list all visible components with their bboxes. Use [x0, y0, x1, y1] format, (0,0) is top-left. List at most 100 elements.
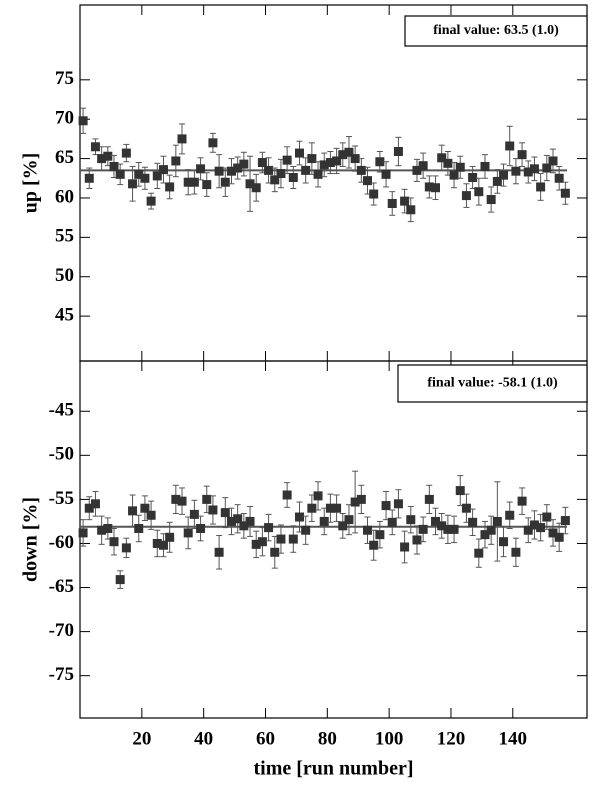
- point: [78, 116, 88, 126]
- point: [400, 542, 410, 552]
- y-tick-label: 50: [55, 265, 74, 286]
- y-tick-label: -75: [49, 664, 74, 685]
- point: [350, 497, 360, 507]
- point: [369, 540, 379, 550]
- point: [226, 516, 236, 526]
- point: [226, 166, 236, 176]
- point: [288, 172, 298, 182]
- point: [257, 537, 267, 547]
- y-tick-label: -60: [49, 532, 74, 553]
- point: [233, 163, 243, 173]
- point: [97, 154, 107, 164]
- point: [134, 523, 144, 533]
- point: [536, 182, 546, 192]
- point: [245, 516, 255, 526]
- x-tick-label: 60: [256, 728, 275, 749]
- point: [325, 158, 335, 168]
- point: [424, 182, 434, 192]
- point: [233, 514, 243, 524]
- point: [208, 138, 218, 148]
- point: [474, 187, 484, 197]
- x-tick-label: 140: [499, 728, 528, 749]
- point: [344, 515, 354, 525]
- y-tick-label: 75: [55, 68, 74, 89]
- point: [196, 523, 206, 533]
- point: [356, 494, 366, 504]
- point: [536, 523, 546, 533]
- point: [523, 167, 533, 177]
- point: [393, 499, 403, 509]
- point: [523, 525, 533, 535]
- y-tick-label: 45: [55, 304, 74, 325]
- x-tick-label: 100: [375, 728, 404, 749]
- point: [461, 191, 471, 201]
- point: [239, 521, 249, 531]
- point: [554, 532, 564, 542]
- point: [171, 494, 181, 504]
- point: [455, 162, 465, 172]
- point: [158, 540, 168, 550]
- point: [146, 510, 156, 520]
- point: [202, 180, 212, 190]
- point: [115, 575, 125, 585]
- point: [486, 195, 496, 205]
- point: [449, 170, 459, 180]
- point: [239, 159, 249, 169]
- point: [529, 520, 539, 530]
- point: [103, 523, 113, 533]
- point: [406, 205, 416, 215]
- point: [492, 176, 502, 186]
- point: [128, 506, 138, 516]
- x-tick-label: 20: [132, 728, 151, 749]
- point: [492, 516, 502, 526]
- point: [245, 179, 255, 189]
- point: [84, 173, 94, 183]
- point: [140, 173, 150, 183]
- y-tick-label: 60: [55, 186, 74, 207]
- point: [208, 505, 218, 515]
- point: [251, 539, 261, 549]
- point: [183, 177, 193, 187]
- point: [505, 141, 515, 151]
- point: [220, 177, 230, 187]
- point: [406, 515, 416, 525]
- y-tick-label: -50: [49, 444, 74, 465]
- point: [319, 516, 329, 526]
- plot-frame: [79, 4, 588, 362]
- point: [468, 172, 478, 182]
- annotation-box: [397, 364, 588, 403]
- y-axis-label: up [%]: [20, 153, 42, 214]
- point: [437, 153, 447, 163]
- y-tick-label: -55: [49, 488, 74, 509]
- y-tick-label: -45: [49, 400, 74, 421]
- point: [109, 537, 119, 547]
- point: [109, 161, 119, 171]
- point: [313, 169, 323, 179]
- point: [90, 142, 100, 152]
- point: [369, 189, 379, 199]
- point: [542, 512, 552, 522]
- point: [158, 165, 168, 175]
- point: [214, 547, 224, 557]
- point: [344, 147, 354, 157]
- point: [165, 182, 175, 192]
- point: [270, 175, 280, 185]
- y-axis-label: down [%]: [20, 497, 42, 582]
- point: [270, 547, 280, 557]
- y-tick-label: 70: [55, 108, 74, 129]
- point: [165, 532, 175, 542]
- point: [480, 530, 490, 540]
- point: [90, 499, 100, 509]
- point: [449, 524, 459, 534]
- point: [332, 156, 342, 166]
- point: [486, 525, 496, 535]
- x-tick-label: 120: [437, 728, 466, 749]
- x-tick-label: 40: [194, 728, 213, 749]
- point: [301, 165, 311, 175]
- point: [338, 150, 348, 160]
- point: [115, 169, 125, 179]
- point: [381, 501, 391, 511]
- point: [548, 156, 558, 166]
- point: [393, 146, 403, 156]
